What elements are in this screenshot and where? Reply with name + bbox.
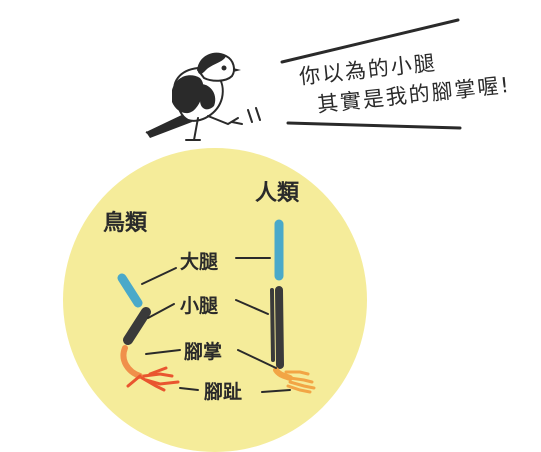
bird-shin-bone xyxy=(123,307,151,345)
bird-thigh-bone xyxy=(117,273,143,308)
bird-toe-bones xyxy=(126,366,180,392)
toes-label: 腳趾 xyxy=(204,380,242,403)
bird-sole-bone xyxy=(120,345,143,379)
wagtail-bird-illustration xyxy=(145,52,261,141)
bird-group-label: 鳥類 xyxy=(103,210,148,236)
speech-line-bottom xyxy=(286,121,462,130)
toes-connector-human xyxy=(261,389,291,393)
connector-lines xyxy=(141,257,291,393)
thigh-label: 大腿 xyxy=(180,250,218,273)
speech-lines xyxy=(280,18,462,130)
sole-label: 腳掌 xyxy=(184,340,222,363)
shin-label: 小腿 xyxy=(180,295,218,317)
human-shin-bone xyxy=(275,286,284,369)
sole-connector-bird xyxy=(145,349,181,355)
human-toe-bones xyxy=(284,370,316,394)
human-leg xyxy=(270,219,316,394)
speech-line-top xyxy=(280,18,460,64)
thigh-connector-bird xyxy=(141,267,177,285)
human-fibula-bone xyxy=(270,288,275,362)
toes-connector-bird xyxy=(179,387,199,391)
shin-connector-bird xyxy=(147,303,175,319)
shin-connector-human xyxy=(235,299,269,315)
human-group-label: 人類 xyxy=(255,181,300,206)
sole-connector-human xyxy=(237,349,277,369)
bird-leg xyxy=(117,273,180,392)
